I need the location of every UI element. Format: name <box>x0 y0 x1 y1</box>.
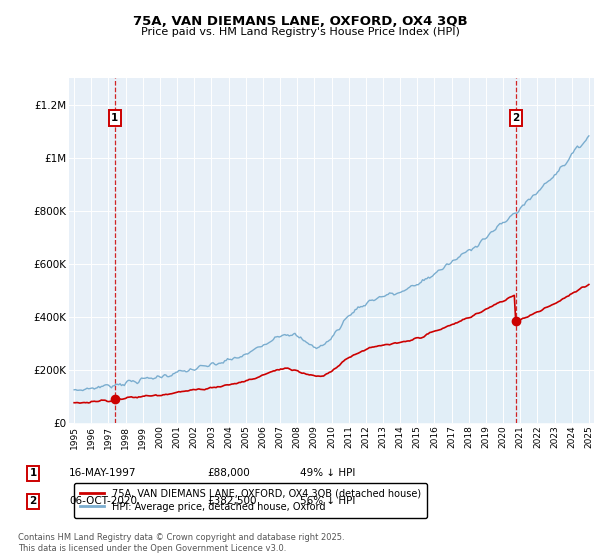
Text: £88,000: £88,000 <box>207 468 250 478</box>
Text: 06-OCT-2020: 06-OCT-2020 <box>69 496 137 506</box>
Text: 1: 1 <box>111 113 118 123</box>
Legend: 75A, VAN DIEMANS LANE, OXFORD, OX4 3QB (detached house), HPI: Average price, det: 75A, VAN DIEMANS LANE, OXFORD, OX4 3QB (… <box>74 483 427 518</box>
Text: 56% ↓ HPI: 56% ↓ HPI <box>300 496 355 506</box>
Text: £382,500: £382,500 <box>207 496 257 506</box>
Text: Contains HM Land Registry data © Crown copyright and database right 2025.
This d: Contains HM Land Registry data © Crown c… <box>18 533 344 553</box>
Text: 49% ↓ HPI: 49% ↓ HPI <box>300 468 355 478</box>
Text: Price paid vs. HM Land Registry's House Price Index (HPI): Price paid vs. HM Land Registry's House … <box>140 27 460 37</box>
Text: 2: 2 <box>512 113 520 123</box>
Text: 2: 2 <box>29 496 37 506</box>
Text: 1: 1 <box>29 468 37 478</box>
Text: 75A, VAN DIEMANS LANE, OXFORD, OX4 3QB: 75A, VAN DIEMANS LANE, OXFORD, OX4 3QB <box>133 15 467 28</box>
Text: 16-MAY-1997: 16-MAY-1997 <box>69 468 137 478</box>
